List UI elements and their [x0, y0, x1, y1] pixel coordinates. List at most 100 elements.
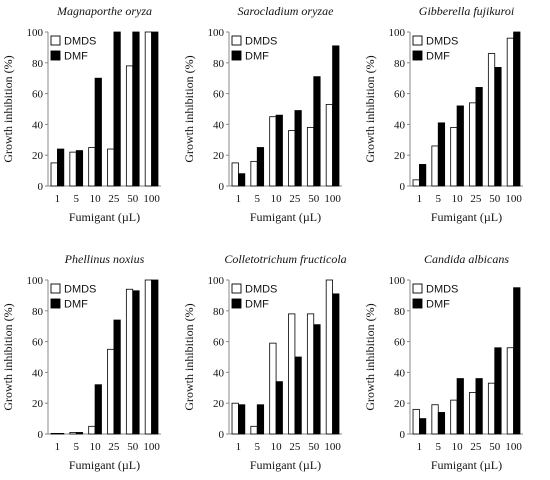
x-tick-label: 10 — [271, 193, 283, 205]
y-tick-label: 40 — [32, 367, 44, 379]
legend-label-dmds: DMDS — [64, 36, 96, 48]
y-tick-label: 0 — [38, 429, 44, 441]
bar-dmds-10 — [450, 399, 458, 435]
x-axis-title: Fumigant (µL) — [431, 458, 502, 472]
x-tick-label: 25 — [108, 193, 120, 205]
chart-panel-0: Magnaporthe oryza 0 20 40 60 80 100 Growth inhi… — [1, 4, 161, 224]
y-tick-label: 0 — [400, 181, 406, 193]
bar-dmds-50 — [125, 288, 134, 435]
bar-dmf-10 — [456, 378, 464, 435]
bar-dmds-1 — [412, 179, 420, 187]
x-tick-label: 25 — [289, 193, 301, 205]
y-tick-label: 40 — [32, 119, 44, 131]
bar-dmf-100 — [151, 279, 159, 435]
x-tick-label: 50 — [308, 441, 320, 453]
bar-dmds-25 — [288, 313, 296, 435]
chart-panel-4: Colletotrichum fructicola 0 20 40 60 80 100 Gro… — [182, 252, 347, 472]
x-tick-label: 50 — [489, 193, 501, 205]
x-tick-label: 100 — [143, 441, 160, 453]
x-tick-label: 5 — [74, 441, 80, 453]
legend-swatch-dmds — [50, 35, 61, 46]
bar-dmds-1 — [50, 162, 58, 187]
bar-dmf-50 — [494, 347, 502, 435]
bar-dmds-1 — [231, 402, 239, 435]
bar-dmds-100 — [506, 347, 514, 435]
bar-dmds-25 — [107, 348, 115, 435]
y-tick-label: 0 — [400, 429, 406, 441]
y-tick-label: 100 — [208, 27, 225, 39]
x-tick-label: 100 — [505, 193, 522, 205]
y-axis-title: Growth inhibition (%) — [182, 303, 196, 410]
x-tick-label: 5 — [74, 193, 80, 205]
bar-dmf-25 — [294, 110, 302, 187]
bar-dmf-5 — [75, 150, 84, 187]
bar-dmf-25 — [294, 356, 302, 435]
bar-dmds-100 — [325, 103, 333, 187]
bar-dmds-25 — [469, 102, 477, 187]
y-tick-label: 0 — [38, 181, 44, 193]
y-tick-label: 80 — [213, 306, 225, 318]
bar-dmf-5 — [437, 122, 446, 187]
x-tick-label: 1 — [55, 193, 61, 205]
legend-swatch-dmf — [231, 298, 242, 309]
bar-dmf-100 — [151, 31, 159, 187]
legend-swatch-dmds — [412, 35, 423, 46]
chart-title: Sarocladium oryzae — [238, 4, 335, 18]
x-tick-label: 25 — [470, 193, 482, 205]
x-tick-label: 5 — [436, 193, 442, 205]
bar-dmds-10 — [269, 342, 277, 435]
bar-dmds-10 — [88, 425, 96, 435]
bar-dmf-50 — [313, 324, 321, 435]
legend-swatch-dmds — [231, 35, 242, 46]
legend-swatch-dmf — [412, 298, 423, 309]
bar-dmds-50 — [487, 53, 496, 187]
bar-dmf-10 — [94, 384, 102, 435]
bar-dmds-5 — [431, 404, 439, 435]
legend: DMDS DMF — [50, 35, 96, 63]
bar-dmf-1 — [238, 404, 246, 435]
y-tick-label: 60 — [213, 337, 225, 349]
chart-title: Candida albicans — [424, 252, 509, 266]
legend: DMDS DMF — [231, 284, 277, 311]
legend-swatch-dmf — [412, 50, 423, 61]
x-tick-label: 10 — [452, 441, 464, 453]
x-tick-label: 10 — [90, 193, 102, 205]
bar-dmds-1 — [50, 432, 58, 435]
bar-dmds-5 — [250, 160, 258, 187]
y-tick-label: 40 — [394, 119, 406, 131]
chart-panel-3: Phellinus noxius 0 20 40 60 80 100 Growth inhib… — [1, 252, 161, 472]
legend-label-dmf: DMF — [426, 299, 450, 311]
y-tick-label: 80 — [32, 306, 44, 318]
y-tick-label: 20 — [32, 150, 44, 162]
bar-dmf-100 — [513, 31, 521, 187]
bar-dmf-100 — [332, 293, 340, 435]
bar-dmds-100 — [325, 279, 333, 435]
bar-dmds-50 — [487, 382, 496, 435]
y-tick-label: 20 — [394, 398, 406, 410]
chart-panel-1: Sarocladium oryzae 0 20 40 60 80 100 Growth inh… — [182, 4, 342, 224]
y-tick-label: 100 — [389, 27, 406, 39]
x-axis-title: Fumigant (µL) — [69, 458, 140, 472]
y-tick-label: 60 — [394, 89, 406, 101]
y-tick-label: 80 — [32, 58, 44, 70]
x-tick-label: 100 — [143, 193, 160, 205]
y-axis-title: Growth inhibition (%) — [363, 303, 377, 410]
bar-dmds-10 — [88, 147, 96, 187]
bar-dmf-10 — [94, 77, 102, 187]
bar-dmds-50 — [125, 65, 134, 187]
legend-swatch-dmds — [412, 283, 423, 294]
legend-swatch-dmf — [231, 50, 242, 61]
bar-dmf-50 — [132, 31, 140, 187]
bar-dmds-100 — [144, 279, 152, 435]
bar-dmds-5 — [250, 425, 258, 435]
x-tick-label: 25 — [289, 441, 301, 453]
legend: DMDS DMF — [50, 284, 96, 311]
bar-dmds-100 — [506, 37, 514, 187]
bar-dmf-1 — [419, 164, 427, 187]
y-axis-title: Growth inhibition (%) — [363, 55, 377, 162]
chart-title: Phellinus noxius — [64, 252, 145, 266]
x-tick-label: 5 — [255, 193, 261, 205]
bar-dmds-50 — [306, 313, 315, 435]
bar-dmf-50 — [494, 67, 502, 187]
